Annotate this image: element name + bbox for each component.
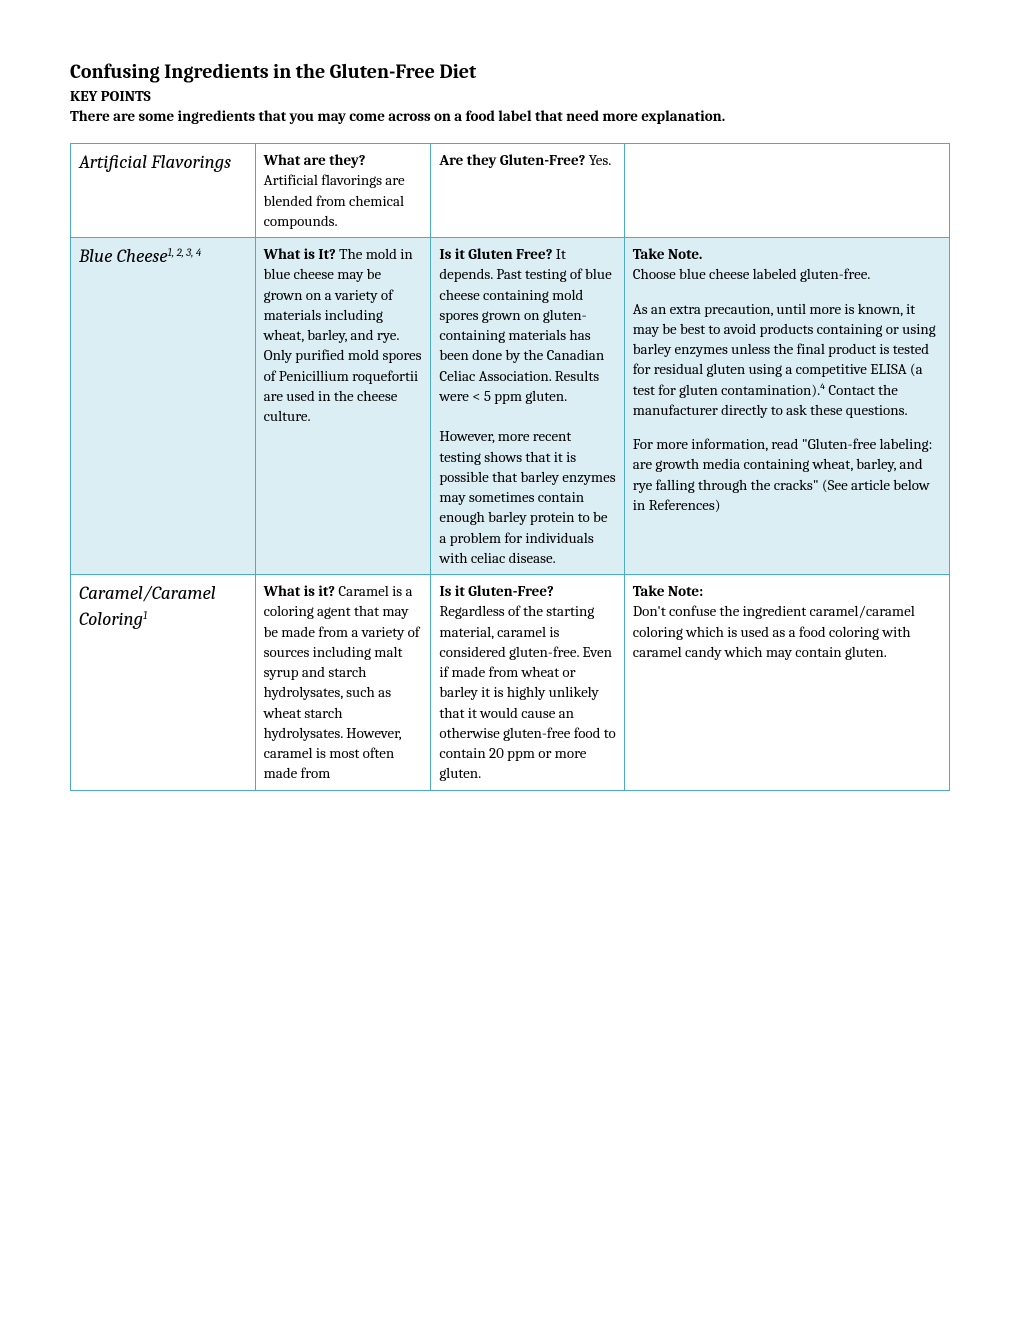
ingredient-name: Artificial Flavorings [71,144,256,238]
is-gluten-free: Are they Gluten-Free? Yes. [431,144,624,238]
is-gluten-free: Is it Gluten Free? It depends. Past test… [431,238,624,575]
is-gluten-free: Is it Gluten-Free?Regardless of the star… [431,575,624,791]
intro-text: There are some ingredients that you may … [70,107,950,125]
what-is-it: What are they? Artificial flavorings are… [255,144,431,238]
table-row: Artificial FlavoringsWhat are they? Arti… [71,144,950,238]
take-note: Take Note:Don't confuse the ingredient c… [624,575,949,791]
table-row: Caramel/Caramel Coloring1What is it? Car… [71,575,950,791]
table-row: Blue Cheese1, 2, 3, 4What is It? The mol… [71,238,950,575]
take-note [624,144,949,238]
ingredient-name: Blue Cheese1, 2, 3, 4 [71,238,256,575]
key-points-label: KEY POINTS [70,87,950,105]
ingredient-name: Caramel/Caramel Coloring1 [71,575,256,791]
page-title: Confusing Ingredients in the Gluten-Free… [70,60,950,83]
what-is-it: What is It? The mold in blue cheese may … [255,238,431,575]
ingredients-table: Artificial FlavoringsWhat are they? Arti… [70,143,950,791]
what-is-it: What is it? Caramel is a coloring agent … [255,575,431,791]
take-note: Take Note.Choose blue cheese labeled glu… [624,238,949,575]
